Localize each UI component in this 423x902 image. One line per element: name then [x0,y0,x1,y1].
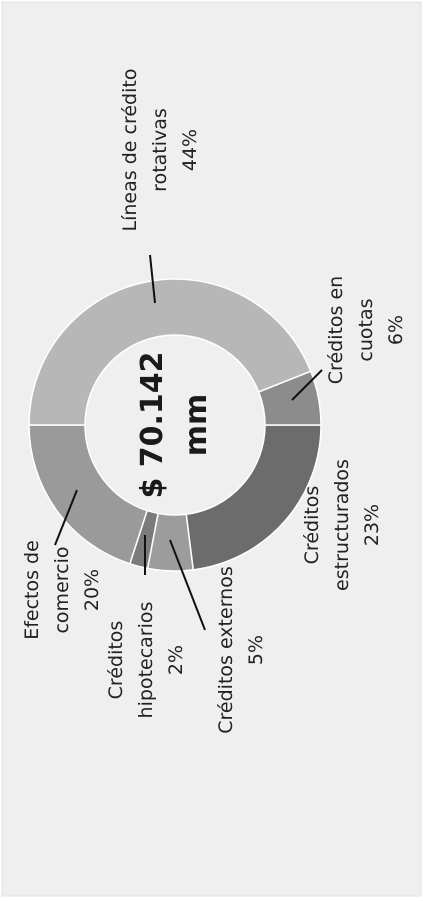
leader-line [149,254,156,304]
slice-label: Créditos hipotecarios 2% [105,602,187,719]
slice-label: Créditos externos 5% [215,566,267,733]
slice-value-label: 5% [245,635,267,665]
center-label-line: $ 70.142 [135,351,170,498]
slice-label: Créditos estructurados 23% [301,459,383,591]
slice-label: Líneas de crédito rotativas 44% [119,69,201,232]
center-label: $ 70.142 mm [135,351,214,498]
leader-line [169,539,206,631]
slice-value-label: 2% [165,645,187,675]
slice-label-line: comercio [51,546,73,633]
slice-value-label: 6% [385,315,407,345]
center-label-line: mm [179,394,214,457]
slice-value-label: 20% [81,569,103,611]
slice-label-line: Créditos [105,621,127,700]
slice-value-label: 23% [361,504,383,546]
slice-label-line: Líneas de crédito [119,69,141,232]
slice-label: Créditos en cuotas 6% [325,276,407,384]
slice-label-line: rotativas [149,108,171,192]
slice-label: Efectos de comercio 20% [21,540,103,640]
slice-label-line: Créditos [301,486,323,565]
rotated-chart: $ 70.142 mm Líneas de crédito rotativas 44% C… [21,69,407,734]
slice-label-line: Efectos de [21,540,43,640]
slice-value-label: 44% [179,129,201,171]
donut-slice [185,424,322,571]
leader-line [291,369,323,401]
slice-label-line: estructurados [331,459,353,591]
donut-slice [257,370,322,426]
donut-slice [28,278,312,426]
slice-label-line: Créditos en [325,276,347,384]
leader-line [54,489,78,546]
slice-label-line: cuotas [355,298,377,361]
slice-label-line: Créditos externos [215,566,237,733]
slice-label-line: hipotecarios [135,602,157,719]
